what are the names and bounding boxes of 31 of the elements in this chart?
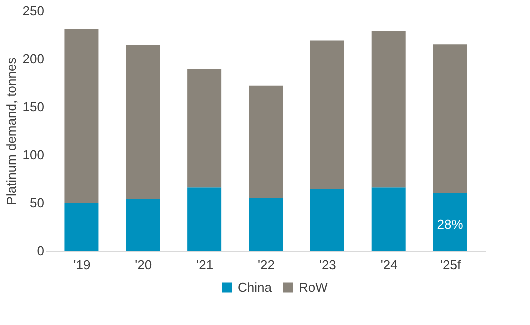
bar — [433, 193, 468, 251]
bar — [188, 188, 222, 251]
x-tick-label: '24 — [380, 258, 398, 272]
y-tick-label: 0 — [37, 244, 44, 258]
x-tick-label: '22 — [258, 258, 275, 272]
bar — [310, 40, 344, 190]
bar — [372, 31, 406, 188]
bar — [188, 70, 222, 188]
legend-label: China — [238, 280, 273, 295]
bar — [249, 86, 283, 198]
y-tick-label: 50 — [30, 196, 44, 210]
y-axis-title: Platinum demand, tonnes — [4, 57, 19, 206]
y-tick-label: 200 — [22, 52, 44, 66]
x-tick-label: '25f — [440, 258, 462, 272]
x-tick-label: '23 — [319, 258, 336, 272]
y-tick-label: 150 — [22, 100, 44, 114]
y-tick-label: 250 — [22, 4, 44, 18]
bar — [126, 199, 160, 251]
bar — [64, 203, 99, 251]
annotation: 28% — [437, 217, 464, 232]
bar — [64, 29, 99, 203]
legend-label: RoW — [299, 280, 329, 295]
x-tick-label: '21 — [196, 258, 214, 272]
y-tick-label: 100 — [22, 148, 44, 162]
bar — [372, 188, 406, 251]
bar — [126, 46, 160, 200]
x-tick-label: '20 — [135, 258, 152, 272]
bar — [249, 198, 283, 251]
bar — [433, 44, 468, 194]
x-tick-label: '19 — [74, 258, 91, 272]
bar — [310, 190, 344, 251]
